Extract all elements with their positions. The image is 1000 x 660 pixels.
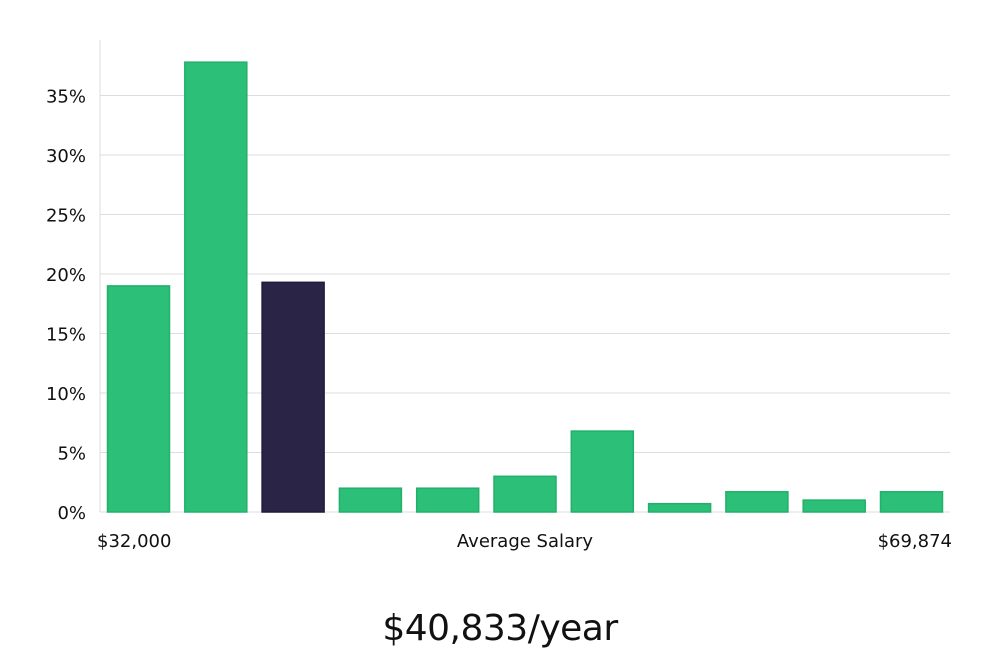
y-tick-label: 10% (46, 384, 86, 405)
bar (725, 491, 789, 513)
y-tick-label: 35% (46, 87, 86, 108)
bar-highlighted (261, 281, 325, 513)
bar (879, 491, 944, 513)
bar (415, 487, 480, 513)
average-salary-value: $40,833/year (382, 608, 618, 649)
x-max-label: $69,874 (878, 531, 952, 552)
x-axis-title: Average Salary (457, 531, 594, 552)
bar (106, 285, 171, 513)
bar (647, 502, 712, 513)
y-tick-label: 30% (46, 146, 86, 167)
y-tick-label: 0% (57, 503, 86, 524)
salary-histogram: 0% 5% 10% 15% 20% 25% 30% 35% $32,000 Average S… (46, 40, 952, 552)
bar (570, 430, 635, 513)
bar (493, 475, 557, 513)
y-axis-ticks: 0% 5% 10% 15% 20% 25% 30% 35% (46, 87, 86, 525)
bars (106, 61, 944, 513)
bar (184, 61, 248, 513)
bar (802, 499, 866, 513)
y-tick-label: 20% (46, 265, 86, 286)
y-tick-label: 15% (46, 325, 86, 346)
x-min-label: $32,000 (97, 531, 171, 552)
bar (338, 487, 403, 513)
y-tick-label: 25% (46, 206, 86, 227)
y-tick-label: 5% (57, 444, 86, 465)
